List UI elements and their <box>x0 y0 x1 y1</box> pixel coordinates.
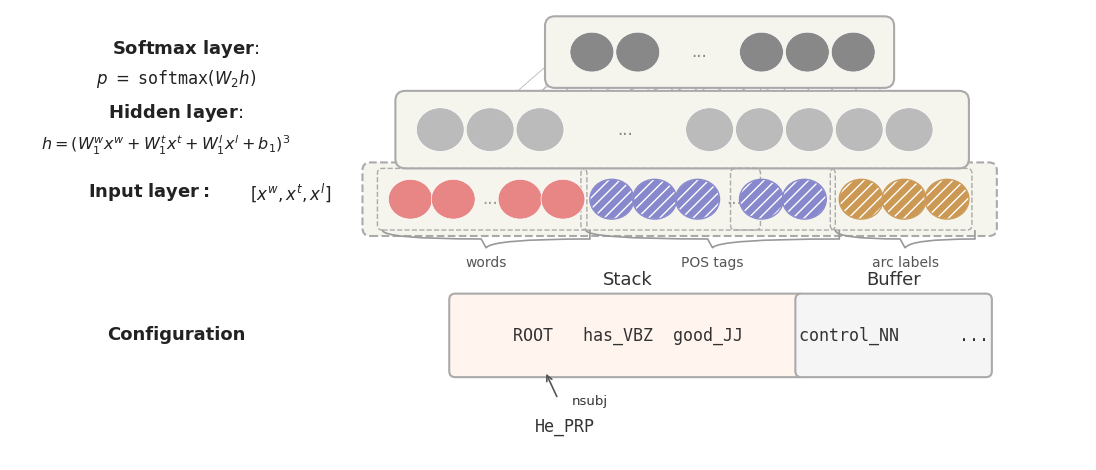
Text: ...: ... <box>617 121 632 139</box>
Ellipse shape <box>840 180 883 219</box>
Text: POS tags: POS tags <box>682 256 744 270</box>
Ellipse shape <box>783 180 826 219</box>
Ellipse shape <box>466 108 514 151</box>
Text: $\mathbf{Softmax\ layer}$:: $\mathbf{Softmax\ layer}$: <box>112 38 260 60</box>
Text: ...: ... <box>482 190 498 208</box>
Text: $\mathbf{Input\ layer:}$: $\mathbf{Input\ layer:}$ <box>89 181 209 203</box>
Ellipse shape <box>786 32 830 72</box>
Ellipse shape <box>831 32 876 72</box>
Ellipse shape <box>740 180 784 219</box>
Ellipse shape <box>686 108 733 151</box>
Ellipse shape <box>498 180 543 219</box>
Text: $h = (W_1^w x^w + W_1^t x^t + W_1^l x^l + b_1)^3$: $h = (W_1^w x^w + W_1^t x^t + W_1^l x^l … <box>42 134 290 157</box>
Text: He_PRP: He_PRP <box>535 418 595 436</box>
FancyBboxPatch shape <box>796 294 992 377</box>
FancyBboxPatch shape <box>545 16 894 88</box>
Ellipse shape <box>675 180 720 219</box>
Ellipse shape <box>590 180 633 219</box>
Text: $[x^w, x^t, x^l]$: $[x^w, x^t, x^l]$ <box>250 181 331 204</box>
Ellipse shape <box>740 32 784 72</box>
Text: ROOT   has_VBZ  good_JJ: ROOT has_VBZ good_JJ <box>513 326 743 345</box>
Ellipse shape <box>541 180 585 219</box>
Ellipse shape <box>432 180 476 219</box>
Text: words: words <box>466 256 506 270</box>
Ellipse shape <box>616 32 660 72</box>
Text: $p\ =\ \mathtt{softmax}(W_2 h)$: $p\ =\ \mathtt{softmax}(W_2 h)$ <box>95 68 256 90</box>
Ellipse shape <box>886 108 933 151</box>
Text: ...: ... <box>692 43 708 61</box>
Ellipse shape <box>632 180 676 219</box>
Ellipse shape <box>570 32 614 72</box>
Ellipse shape <box>835 108 883 151</box>
Text: $\mathbf{Hidden\ layer}$:: $\mathbf{Hidden\ layer}$: <box>109 102 243 124</box>
Text: control_NN      ...: control_NN ... <box>799 326 989 345</box>
Text: Configuration: Configuration <box>106 326 246 345</box>
Text: Stack: Stack <box>603 271 653 289</box>
Ellipse shape <box>786 108 833 151</box>
Text: arc labels: arc labels <box>871 256 938 270</box>
FancyBboxPatch shape <box>363 163 997 236</box>
FancyBboxPatch shape <box>396 91 969 168</box>
Ellipse shape <box>925 180 969 219</box>
Text: ...: ... <box>727 190 742 208</box>
Ellipse shape <box>882 180 926 219</box>
Text: Buffer: Buffer <box>867 271 922 289</box>
Ellipse shape <box>416 108 465 151</box>
Ellipse shape <box>516 108 564 151</box>
Text: nsubj: nsubj <box>572 394 608 407</box>
Ellipse shape <box>735 108 784 151</box>
Ellipse shape <box>388 180 432 219</box>
FancyBboxPatch shape <box>449 294 806 377</box>
